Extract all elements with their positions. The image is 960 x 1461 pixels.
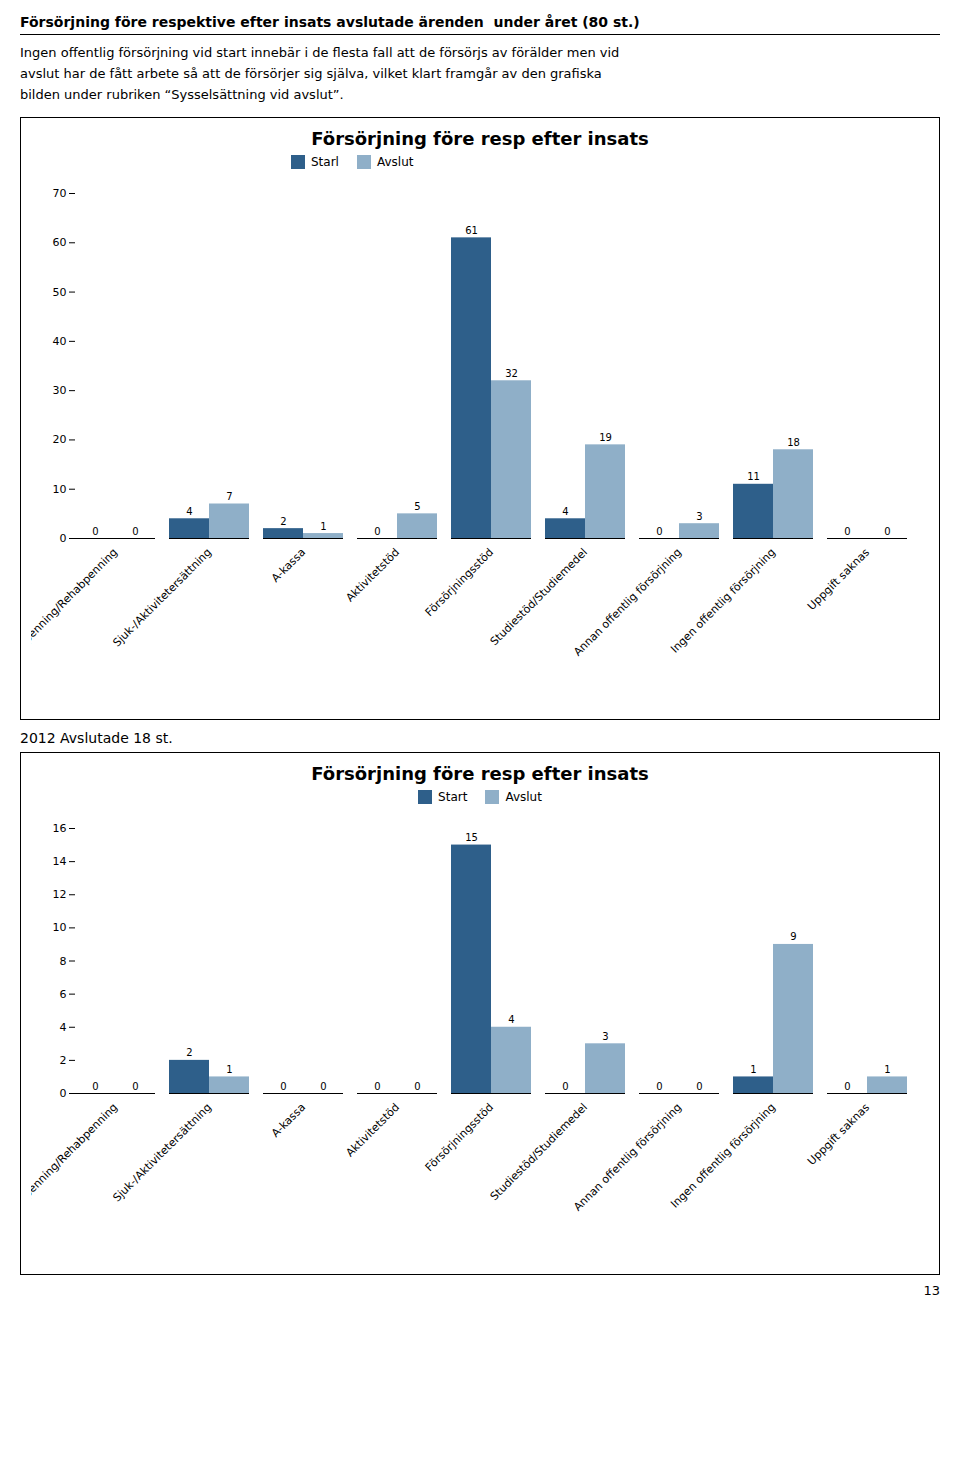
svg-text:Sjuk-/Aktivitetersättning: Sjuk-/Aktivitetersättning xyxy=(110,1101,214,1205)
svg-text:10: 10 xyxy=(53,922,67,935)
svg-text:Aktivitetstöd: Aktivitetstöd xyxy=(343,546,402,605)
svg-text:0: 0 xyxy=(844,526,850,537)
svg-text:19: 19 xyxy=(599,432,612,443)
svg-text:2: 2 xyxy=(60,1054,67,1067)
svg-text:18: 18 xyxy=(787,437,800,448)
svg-text:30: 30 xyxy=(53,385,67,398)
svg-text:61: 61 xyxy=(465,225,478,236)
svg-text:0: 0 xyxy=(60,1087,67,1100)
svg-text:4: 4 xyxy=(508,1015,514,1026)
svg-text:Studiestöd/Studiemedel: Studiestöd/Studiemedel xyxy=(488,546,590,648)
svg-text:15: 15 xyxy=(465,832,478,843)
svg-text:4: 4 xyxy=(186,506,192,517)
svg-text:Uppgift saknas: Uppgift saknas xyxy=(805,1101,872,1168)
svg-text:0: 0 xyxy=(280,1081,286,1092)
svg-text:0: 0 xyxy=(60,532,67,545)
svg-text:3: 3 xyxy=(696,511,702,522)
html-text:Försörjning före resp efter in: Försörjning före resp efter insats xyxy=(311,128,649,150)
svg-text:Sjukpenning/Rehabpenning: Sjukpenning/Rehabpenning xyxy=(31,1101,120,1217)
html-text:Starl: Starl xyxy=(311,155,339,170)
svg-text:Försörjningsstöd: Försörjningsstöd xyxy=(423,1101,496,1174)
svg-text:7: 7 xyxy=(226,491,232,502)
svg-text:0: 0 xyxy=(374,1081,380,1092)
svg-text:3: 3 xyxy=(602,1031,608,1042)
svg-text:1: 1 xyxy=(884,1064,890,1075)
svg-text:2: 2 xyxy=(280,516,286,527)
html-text:Start: Start xyxy=(438,790,468,805)
html-text:Avslut: Avslut xyxy=(505,790,542,805)
svg-text:11: 11 xyxy=(747,472,760,483)
svg-text:40: 40 xyxy=(53,335,67,348)
html-text:13: 13 xyxy=(923,1283,940,1299)
svg-text:Sjuk-/Aktivitetersättning: Sjuk-/Aktivitetersättning xyxy=(110,546,214,650)
svg-text:10: 10 xyxy=(53,483,67,496)
svg-text:0: 0 xyxy=(844,1081,850,1092)
svg-text:20: 20 xyxy=(53,434,67,447)
svg-text:4: 4 xyxy=(562,506,568,517)
svg-text:Ingen offentlig försörjning: Ingen offentlig försörjning xyxy=(668,546,778,656)
svg-text:Annan offentlig försörjning: Annan offentlig försörjning xyxy=(571,1101,684,1214)
svg-text:Aktivitetstöd: Aktivitetstöd xyxy=(343,1101,402,1160)
svg-text:70: 70 xyxy=(53,187,67,200)
svg-text:Uppgift saknas: Uppgift saknas xyxy=(805,546,872,613)
svg-text:0: 0 xyxy=(696,1081,702,1092)
svg-text:Annan offentlig försörjning: Annan offentlig försörjning xyxy=(571,546,684,659)
svg-text:12: 12 xyxy=(53,889,67,902)
svg-text:Försörjningsstöd: Försörjningsstöd xyxy=(423,546,496,619)
svg-text:14: 14 xyxy=(53,856,67,869)
svg-text:0: 0 xyxy=(562,1081,568,1092)
svg-text:32: 32 xyxy=(505,368,518,379)
svg-text:0: 0 xyxy=(884,526,890,537)
svg-text:Studiestöd/Studiemedel: Studiestöd/Studiemedel xyxy=(488,1101,590,1203)
svg-text:Sjukpenning/Rehabpenning: Sjukpenning/Rehabpenning xyxy=(31,546,120,662)
html-text:Ingen offentlig försörjning vi: Ingen offentlig försörjning vid start in… xyxy=(20,45,620,102)
svg-text:0: 0 xyxy=(132,1081,138,1092)
html-text:2012 Avslutade 18 st.: 2012 Avslutade 18 st. xyxy=(20,730,173,747)
svg-text:50: 50 xyxy=(53,286,67,299)
svg-text:0: 0 xyxy=(92,526,98,537)
svg-text:A-kassa: A-kassa xyxy=(269,1101,308,1140)
svg-text:6: 6 xyxy=(60,988,67,1001)
svg-text:1: 1 xyxy=(226,1064,232,1075)
svg-text:0: 0 xyxy=(656,1081,662,1092)
svg-text:1: 1 xyxy=(750,1064,756,1075)
svg-text:8: 8 xyxy=(60,955,67,968)
svg-text:0: 0 xyxy=(132,526,138,537)
html-text:Försörjning före resp efter in: Försörjning före resp efter insats xyxy=(311,763,649,785)
svg-text:0: 0 xyxy=(414,1081,420,1092)
svg-text:60: 60 xyxy=(53,237,67,250)
svg-text:A-kassa: A-kassa xyxy=(269,546,308,585)
svg-text:0: 0 xyxy=(92,1081,98,1092)
html-text:Avslut: Avslut xyxy=(377,155,414,170)
svg-text:0: 0 xyxy=(320,1081,326,1092)
svg-text:5: 5 xyxy=(414,501,420,512)
svg-text:0: 0 xyxy=(374,526,380,537)
html-text:Försörjning före respektive ef: Försörjning före respektive efter insats… xyxy=(20,14,640,30)
svg-text:2: 2 xyxy=(186,1048,192,1059)
svg-text:Ingen offentlig försörjning: Ingen offentlig försörjning xyxy=(668,1101,778,1211)
svg-text:0: 0 xyxy=(656,526,662,537)
svg-text:9: 9 xyxy=(790,932,796,943)
svg-text:16: 16 xyxy=(53,822,67,835)
svg-text:1: 1 xyxy=(320,521,326,532)
svg-text:4: 4 xyxy=(60,1021,67,1034)
